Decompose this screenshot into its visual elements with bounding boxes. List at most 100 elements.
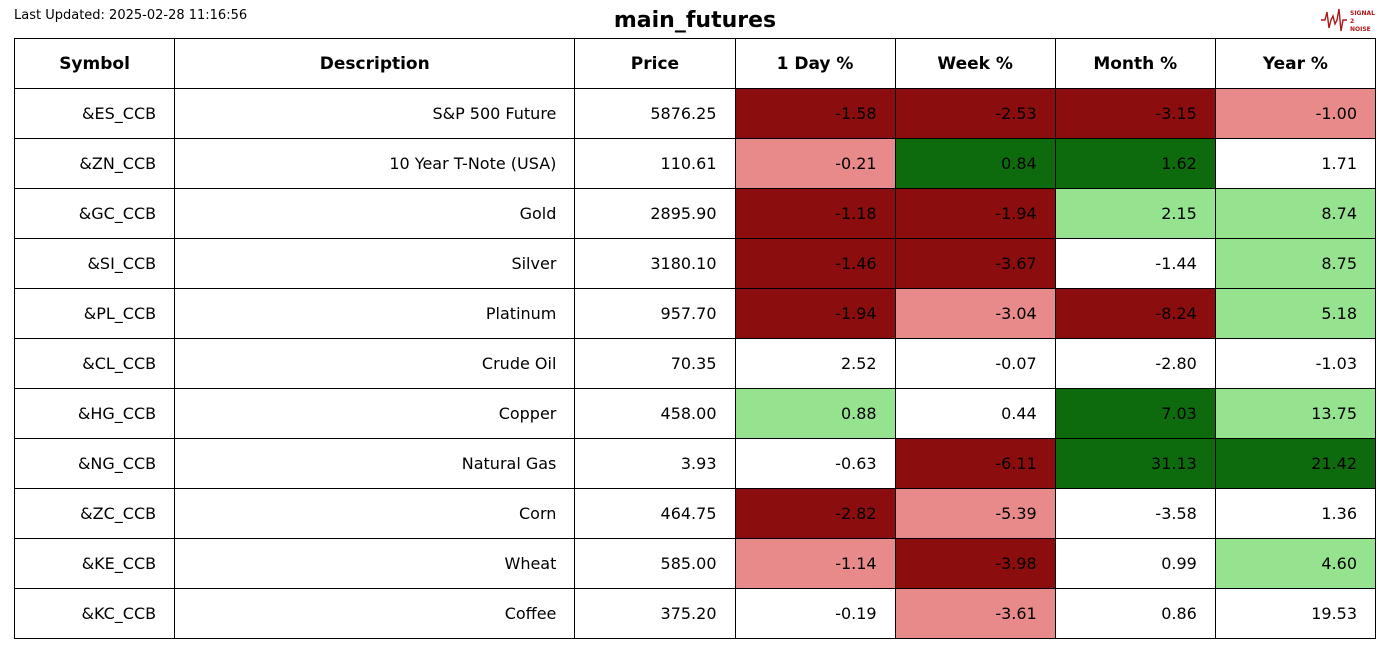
cell-description: Coffee <box>175 589 575 639</box>
cell-year-pct: 21.42 <box>1215 439 1375 489</box>
cell-symbol: &SI_CCB <box>15 239 175 289</box>
cell-month-pct: 0.99 <box>1055 539 1215 589</box>
cell-week-pct: -3.04 <box>895 289 1055 339</box>
cell-month-pct: -1.44 <box>1055 239 1215 289</box>
cell-price: 458.00 <box>575 389 735 439</box>
cell-week-pct: -3.67 <box>895 239 1055 289</box>
cell-day-pct: 0.88 <box>735 389 895 439</box>
cell-month-pct: 1.62 <box>1055 139 1215 189</box>
cell-year-pct: 8.75 <box>1215 239 1375 289</box>
header-row: Last Updated: 2025-02-28 11:16:56 main_f… <box>14 8 1376 38</box>
page-title: main_futures <box>14 8 1376 33</box>
cell-price: 464.75 <box>575 489 735 539</box>
cell-month-pct: 2.15 <box>1055 189 1215 239</box>
cell-symbol: &KE_CCB <box>15 539 175 589</box>
cell-day-pct: 2.52 <box>735 339 895 389</box>
cell-day-pct: -0.63 <box>735 439 895 489</box>
cell-description: Wheat <box>175 539 575 589</box>
signal-to-noise-logo-icon: SIGNAL 2 NOISE <box>1320 6 1376 34</box>
col-header-day-pct: 1 Day % <box>735 39 895 89</box>
cell-price: 585.00 <box>575 539 735 589</box>
cell-week-pct: -3.98 <box>895 539 1055 589</box>
cell-month-pct: 31.13 <box>1055 439 1215 489</box>
cell-month-pct: 0.86 <box>1055 589 1215 639</box>
cell-week-pct: 0.84 <box>895 139 1055 189</box>
cell-price: 375.20 <box>575 589 735 639</box>
cell-price: 957.70 <box>575 289 735 339</box>
cell-week-pct: -2.53 <box>895 89 1055 139</box>
cell-day-pct: -1.58 <box>735 89 895 139</box>
cell-day-pct: -1.46 <box>735 239 895 289</box>
col-header-week-pct: Week % <box>895 39 1055 89</box>
cell-day-pct: -0.21 <box>735 139 895 189</box>
table-body: &ES_CCBS&P 500 Future5876.25-1.58-2.53-3… <box>15 89 1376 639</box>
table-row: &CL_CCBCrude Oil70.352.52-0.07-2.80-1.03 <box>15 339 1376 389</box>
cell-year-pct: 19.53 <box>1215 589 1375 639</box>
cell-month-pct: -3.58 <box>1055 489 1215 539</box>
cell-week-pct: -5.39 <box>895 489 1055 539</box>
cell-price: 70.35 <box>575 339 735 389</box>
cell-day-pct: -1.14 <box>735 539 895 589</box>
cell-symbol: &CL_CCB <box>15 339 175 389</box>
cell-symbol: &GC_CCB <box>15 189 175 239</box>
cell-year-pct: 4.60 <box>1215 539 1375 589</box>
col-header-symbol: Symbol <box>15 39 175 89</box>
cell-week-pct: -1.94 <box>895 189 1055 239</box>
svg-text:SIGNAL: SIGNAL <box>1350 10 1375 17</box>
cell-day-pct: -1.18 <box>735 189 895 239</box>
cell-day-pct: -0.19 <box>735 589 895 639</box>
cell-description: 10 Year T-Note (USA) <box>175 139 575 189</box>
cell-price: 2895.90 <box>575 189 735 239</box>
cell-month-pct: -3.15 <box>1055 89 1215 139</box>
cell-week-pct: 0.44 <box>895 389 1055 439</box>
cell-year-pct: 5.18 <box>1215 289 1375 339</box>
cell-symbol: &ES_CCB <box>15 89 175 139</box>
cell-day-pct: -2.82 <box>735 489 895 539</box>
futures-table: Symbol Description Price 1 Day % Week % … <box>14 38 1376 639</box>
cell-description: Platinum <box>175 289 575 339</box>
cell-symbol: &ZC_CCB <box>15 489 175 539</box>
cell-description: S&P 500 Future <box>175 89 575 139</box>
table-row: &KE_CCBWheat585.00-1.14-3.980.994.60 <box>15 539 1376 589</box>
table-row: &ES_CCBS&P 500 Future5876.25-1.58-2.53-3… <box>15 89 1376 139</box>
table-header-row: Symbol Description Price 1 Day % Week % … <box>15 39 1376 89</box>
cell-symbol: &HG_CCB <box>15 389 175 439</box>
cell-day-pct: -1.94 <box>735 289 895 339</box>
table-row: &HG_CCBCopper458.000.880.447.0313.75 <box>15 389 1376 439</box>
cell-symbol: &PL_CCB <box>15 289 175 339</box>
cell-description: Corn <box>175 489 575 539</box>
cell-month-pct: -2.80 <box>1055 339 1215 389</box>
cell-week-pct: -0.07 <box>895 339 1055 389</box>
cell-description: Crude Oil <box>175 339 575 389</box>
cell-week-pct: -6.11 <box>895 439 1055 489</box>
cell-symbol: &KC_CCB <box>15 589 175 639</box>
cell-year-pct: -1.03 <box>1215 339 1375 389</box>
cell-price: 5876.25 <box>575 89 735 139</box>
cell-description: Natural Gas <box>175 439 575 489</box>
cell-price: 110.61 <box>575 139 735 189</box>
cell-description: Gold <box>175 189 575 239</box>
cell-symbol: &NG_CCB <box>15 439 175 489</box>
cell-year-pct: 13.75 <box>1215 389 1375 439</box>
table-row: &NG_CCBNatural Gas3.93-0.63-6.1131.1321.… <box>15 439 1376 489</box>
col-header-description: Description <box>175 39 575 89</box>
table-row: &SI_CCBSilver3180.10-1.46-3.67-1.448.75 <box>15 239 1376 289</box>
cell-price: 3.93 <box>575 439 735 489</box>
svg-text:NOISE: NOISE <box>1350 26 1371 33</box>
cell-symbol: &ZN_CCB <box>15 139 175 189</box>
cell-year-pct: 8.74 <box>1215 189 1375 239</box>
col-header-price: Price <box>575 39 735 89</box>
cell-description: Silver <box>175 239 575 289</box>
cell-price: 3180.10 <box>575 239 735 289</box>
cell-description: Copper <box>175 389 575 439</box>
table-row: &ZN_CCB10 Year T-Note (USA)110.61-0.210.… <box>15 139 1376 189</box>
col-header-year-pct: Year % <box>1215 39 1375 89</box>
cell-week-pct: -3.61 <box>895 589 1055 639</box>
table-row: &GC_CCBGold2895.90-1.18-1.942.158.74 <box>15 189 1376 239</box>
table-row: &ZC_CCBCorn464.75-2.82-5.39-3.581.36 <box>15 489 1376 539</box>
cell-year-pct: -1.00 <box>1215 89 1375 139</box>
table-header: Symbol Description Price 1 Day % Week % … <box>15 39 1376 89</box>
table-row: &KC_CCBCoffee375.20-0.19-3.610.8619.53 <box>15 589 1376 639</box>
col-header-month-pct: Month % <box>1055 39 1215 89</box>
table-row: &PL_CCBPlatinum957.70-1.94-3.04-8.245.18 <box>15 289 1376 339</box>
